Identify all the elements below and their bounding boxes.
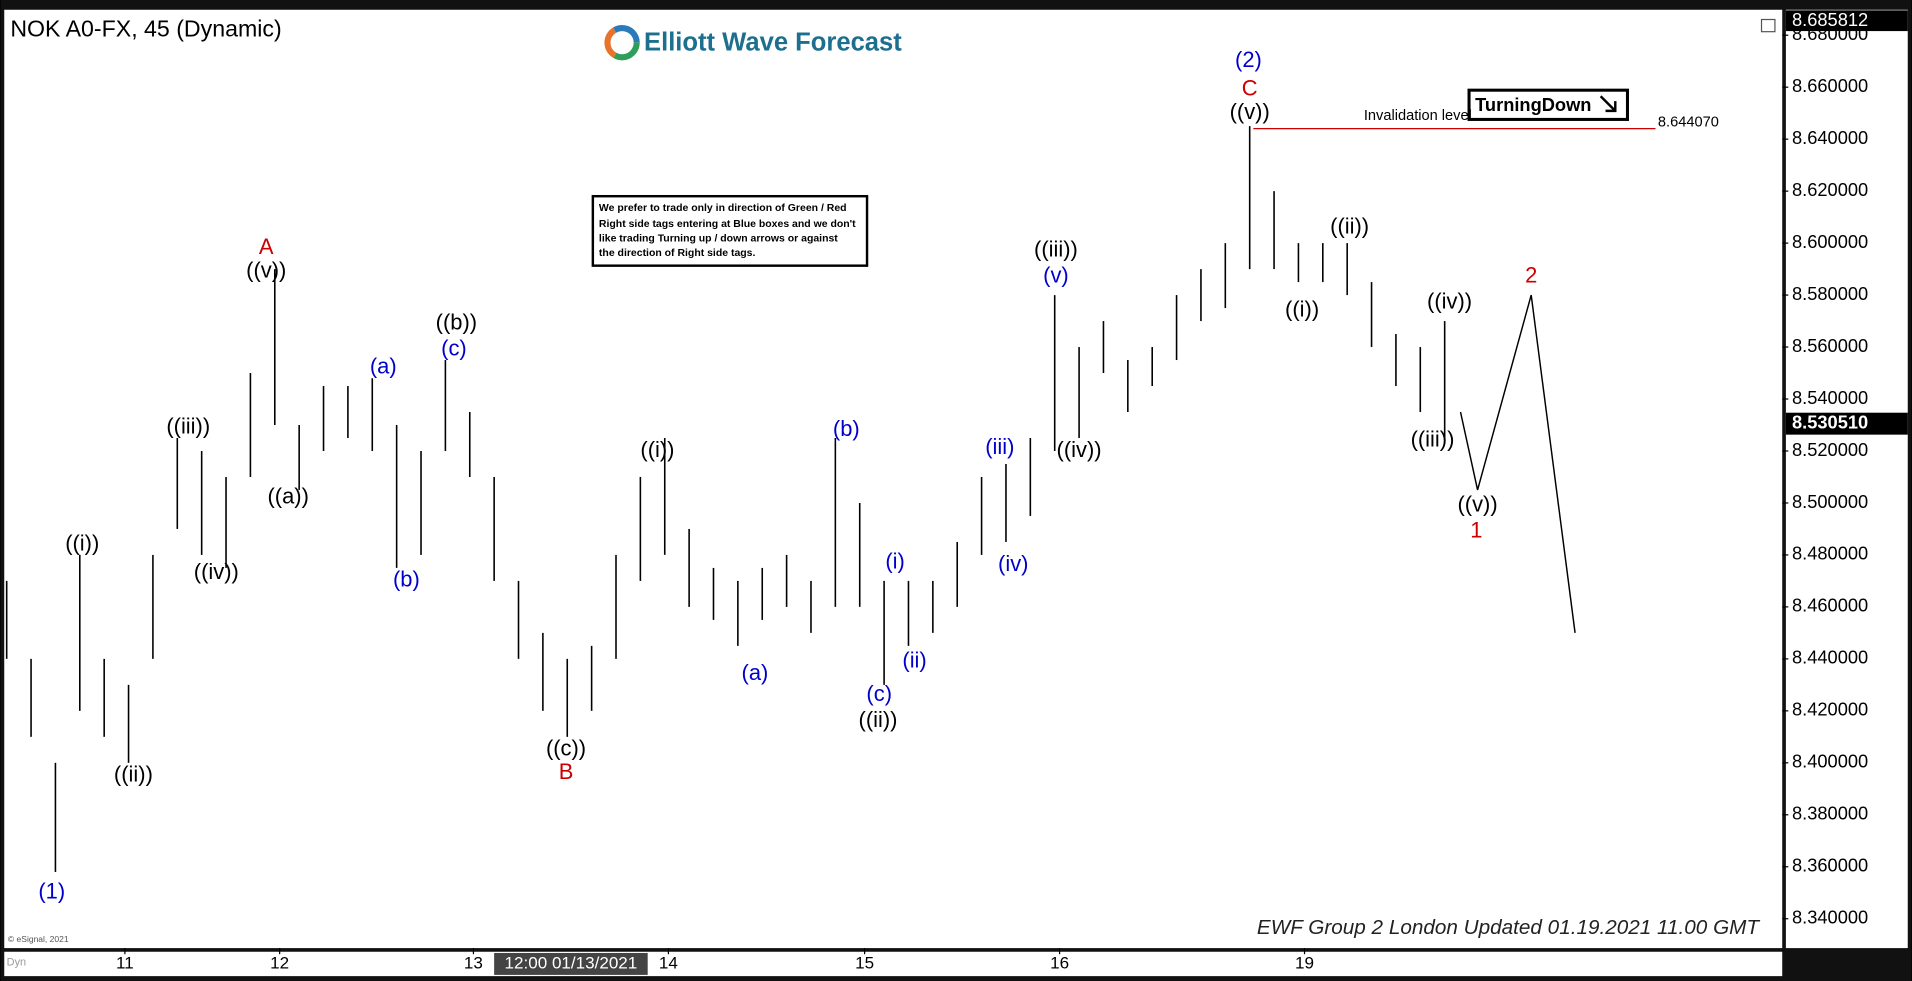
y-tick-label: 8.480000 xyxy=(1792,543,1868,564)
y-tick-label: 8.420000 xyxy=(1792,699,1868,720)
wave-label: B xyxy=(559,759,574,784)
y-tick-label: 8.540000 xyxy=(1792,387,1868,408)
last-price-label: 8.530510 xyxy=(1792,412,1868,433)
y-tick-label: 8.660000 xyxy=(1792,75,1868,96)
wave-label: (i) xyxy=(885,549,904,574)
wave-label: ((v)) xyxy=(246,257,286,282)
wave-label: (a) xyxy=(370,354,397,379)
logo: Elliott Wave Forecast xyxy=(604,24,902,61)
signal-arrow xyxy=(1599,95,1617,113)
y-tick-label: 8.380000 xyxy=(1792,803,1868,824)
wave-label: ((ii)) xyxy=(1330,213,1369,238)
y-tick-label: 8.620000 xyxy=(1792,179,1868,200)
y-tick-label: 8.560000 xyxy=(1792,335,1868,356)
y-tick-label: 8.640000 xyxy=(1792,127,1868,148)
chart-title: NOK A0-FX, 45 (Dynamic) xyxy=(10,16,281,42)
wave-label: C xyxy=(1242,76,1258,101)
note-line: We prefer to trade only in direction of … xyxy=(599,203,847,214)
note-line: the direction of Right side tags. xyxy=(599,248,756,259)
wave-label: (a) xyxy=(742,660,769,685)
projection-path xyxy=(1459,294,1576,633)
x-cursor-box xyxy=(494,952,648,975)
x-tick-label: 16 xyxy=(1050,953,1069,972)
high-price-label: 8.685812 xyxy=(1792,9,1868,30)
logo-text: Elliott Wave Forecast xyxy=(644,29,902,57)
x-tick-label: 12 xyxy=(270,953,289,972)
y-tick-label: 8.600000 xyxy=(1792,231,1868,252)
note-line: like trading Turning up / down arrows or… xyxy=(599,234,838,245)
x-tick-label: 13 xyxy=(464,953,483,972)
wave-label: ((i)) xyxy=(640,437,674,462)
wave-label: ((iv)) xyxy=(1057,437,1102,462)
high-price-box xyxy=(1785,10,1908,32)
y-tick-label: 8.520000 xyxy=(1792,439,1868,460)
window-icon xyxy=(1760,18,1776,33)
wave-label: ((a)) xyxy=(267,484,308,509)
y-tick-label: 8.400000 xyxy=(1792,751,1868,772)
note-line: Right side tags entering at Blue boxes a… xyxy=(599,219,856,230)
plot-area xyxy=(4,9,1783,949)
logo-icon xyxy=(604,24,640,61)
wave-label: (iv) xyxy=(998,551,1028,576)
invalidation-label: Invalidation level xyxy=(1364,108,1472,124)
wave-label: (b) xyxy=(393,567,420,592)
footer: EWF Group 2 London Updated 01.19.2021 11… xyxy=(1257,916,1761,939)
wave-label: ((iv)) xyxy=(194,559,239,584)
y-tick-label: 8.440000 xyxy=(1792,647,1868,668)
wave-label: (b) xyxy=(833,416,860,441)
wave-label: (ii) xyxy=(902,647,926,672)
wave-label: ((iii)) xyxy=(1411,426,1455,451)
x-tick-label: 14 xyxy=(659,953,678,972)
wave-label: (c) xyxy=(441,335,467,360)
y-tick-label: 8.500000 xyxy=(1792,491,1868,512)
wave-label: ((iii)) xyxy=(1034,237,1078,262)
invalidation-value: 8.644070 xyxy=(1658,114,1719,130)
last-price-box xyxy=(1785,412,1908,435)
y-tick-label: 8.460000 xyxy=(1792,595,1868,616)
time-axis-area xyxy=(4,951,1783,977)
x-tick-label: 19 xyxy=(1295,953,1314,972)
wave-label: (iii) xyxy=(985,434,1014,459)
wave-label: ((b)) xyxy=(436,309,477,334)
wave-label: (2) xyxy=(1235,47,1262,72)
x-cursor-label: 12:00 01/13/2021 xyxy=(505,953,638,972)
wave-label: (c) xyxy=(866,681,892,706)
mode-label: Dyn xyxy=(7,957,26,969)
copyright: © eSignal, 2021 xyxy=(8,934,69,944)
logo-icon xyxy=(604,24,640,61)
wave-label: ((ii)) xyxy=(859,707,898,732)
signal-text: TurningDown xyxy=(1475,94,1591,115)
wave-label: A xyxy=(259,234,274,259)
wave-label: ((i)) xyxy=(1285,296,1319,321)
y-tick-label: 8.340000 xyxy=(1792,907,1868,928)
x-tick-label: 15 xyxy=(855,953,874,972)
x-tick-label: 11 xyxy=(116,953,134,972)
price-axis-area xyxy=(1785,9,1908,949)
wave-label: ((ii)) xyxy=(114,762,153,787)
wave-label: ((iv)) xyxy=(1427,289,1472,314)
y-tick-label: 8.580000 xyxy=(1792,283,1868,304)
note-box xyxy=(591,194,869,267)
signal-box xyxy=(1467,88,1629,121)
wave-label: 1 xyxy=(1470,517,1482,542)
wave-label: 2 xyxy=(1525,263,1537,288)
wave-label: ((v)) xyxy=(1457,491,1497,516)
wave-label: ((i)) xyxy=(65,530,99,555)
wave-label: ((c)) xyxy=(546,736,586,761)
y-tick-label: 8.360000 xyxy=(1792,855,1868,876)
wave-label: (1) xyxy=(38,879,65,904)
wave-label: (v) xyxy=(1043,263,1069,288)
wave-label: ((v)) xyxy=(1230,99,1270,124)
wave-label: ((iii)) xyxy=(166,413,210,438)
